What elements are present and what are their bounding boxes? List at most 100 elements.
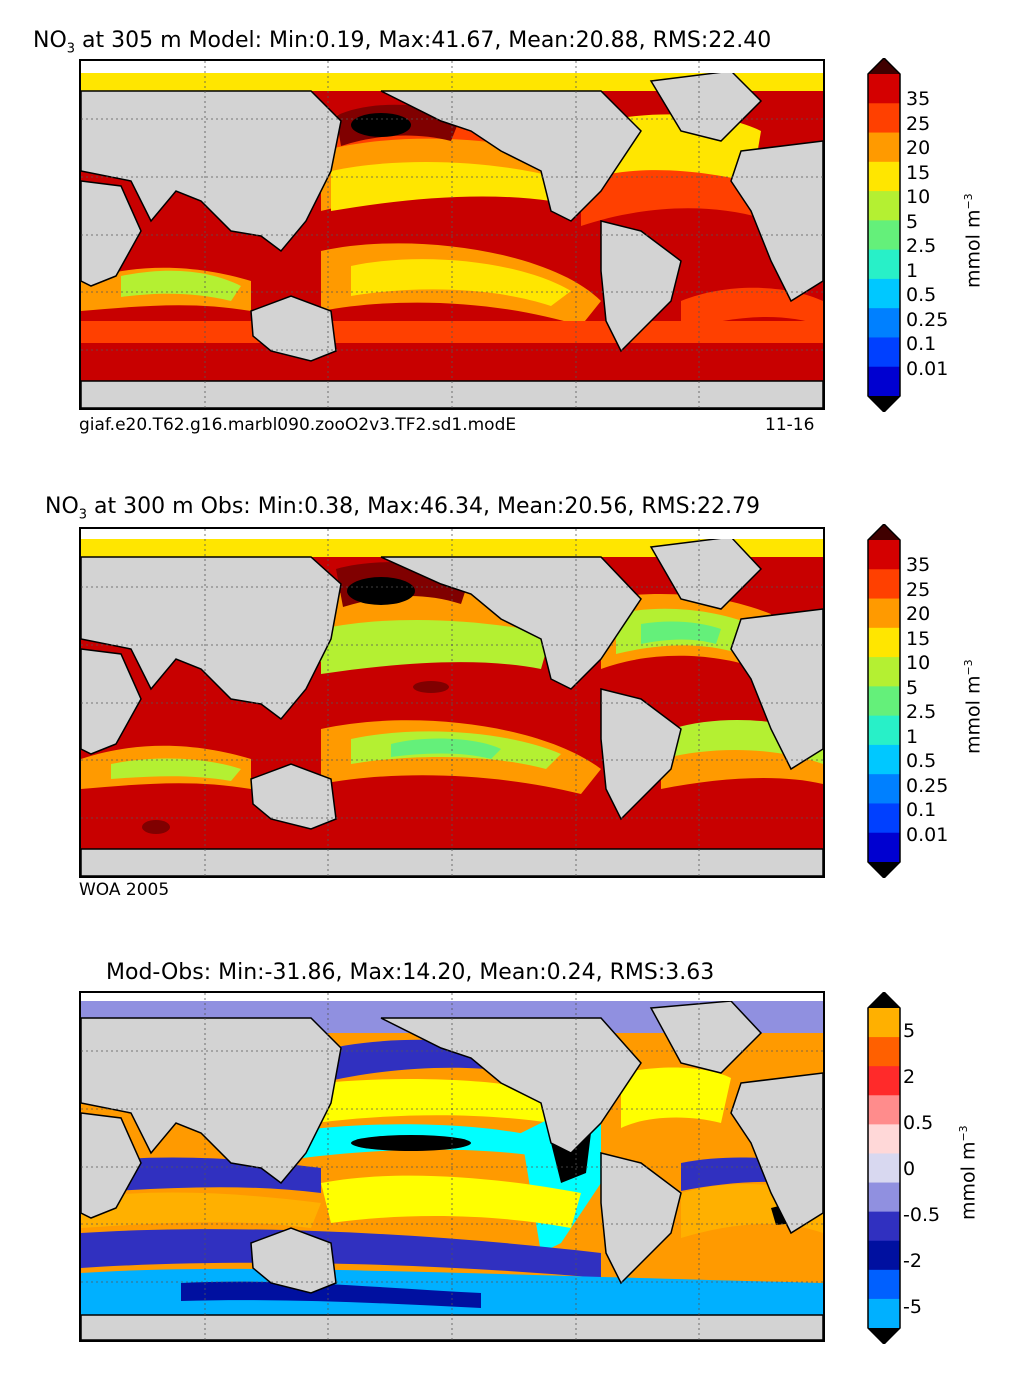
colorbar-extend-min [868,1328,900,1344]
colorbar-segment [868,103,900,134]
colorbar-segment [868,161,900,192]
colorbar-segment [868,744,900,775]
colorbar-segment [868,657,900,687]
model-no3-map [81,61,823,408]
colorbar-tick-label: 25 [906,112,931,135]
colorbar-frame [867,58,901,412]
colorbar-tick-label: 0.25 [906,308,949,331]
colorbar-segment [868,249,900,280]
colorbar-segment [868,715,900,746]
obs-no3-map [81,529,823,876]
colorbar-tick-label: 0.5 [906,750,937,772]
panel-3-map [79,991,825,1342]
colorbar-segment [868,1008,900,1038]
colorbar-tick-label: 0.25 [906,774,949,797]
colorbar-segment [868,803,900,834]
colorbar-tick-label: 20 [906,137,931,159]
colorbar-tick-label: 20 [906,603,931,625]
colorbar-segment [868,1240,900,1271]
colorbar-tick-label: 35 [906,88,931,110]
panel-2-colorbar [867,524,901,878]
colorbar-extend-max [868,524,900,540]
colorbar-segment [868,1095,900,1125]
colorbar-segment [868,278,900,309]
difference-map [81,993,823,1340]
title-text-rest: at 305 m Model: Min:0.19, Max:41.67, Mea… [75,28,772,53]
colorbar-tick-label: 0.1 [906,333,937,355]
colorbar-tick-label: 10 [906,186,931,208]
panel-3-colorbar [867,992,901,1344]
colorbar-frame [867,524,901,878]
colorbar-tick-label: 0.1 [906,799,937,821]
title-subscript: 3 [66,41,76,57]
units-exponent: −3 [962,659,975,676]
colorbar-tick-label: 0 [903,1158,916,1180]
colorbar-tick-label: 10 [906,652,931,674]
colorbar-tick-label: 5 [906,210,919,233]
panel-3-title: Mod-Obs: Min:-31.86, Max:14.20, Mean:0.2… [106,960,714,985]
title-text: NO [33,28,67,53]
colorbar-tick-label: 1 [906,259,919,282]
colorbar-segment [868,832,900,863]
colorbar-segment [868,132,900,163]
units-base: mmol m [957,1141,980,1220]
title-text: NO [45,494,79,519]
colorbar-segment [868,1037,900,1067]
colorbar-tick-label: 5 [903,1020,916,1042]
colorbar-tick-label: -2 [903,1250,922,1272]
colorbar-extend-min [868,862,900,878]
title-subscript: 3 [78,507,88,523]
colorbar-tick-label: 0.01 [906,823,949,846]
colorbar-segment [868,1066,900,1096]
colorbar-segment [868,686,900,717]
colorbar-extend-min [868,396,900,412]
units-exponent: −3 [962,193,975,210]
colorbar-segment [868,366,900,397]
colorbar-segment [868,74,900,104]
colorbar-tick-label: 35 [906,554,931,576]
units-exponent: −3 [957,1125,970,1142]
title-text-rest: at 300 m Obs: Min:0.38, Max:46.34, Mean:… [87,494,760,519]
colorbar-tick-label: 2 [903,1066,916,1088]
panel-1-case-name: giaf.e20.T62.g16.marbl090.zooO2v3.TF2.sd… [79,415,517,435]
units-base: mmol m [962,209,985,288]
colorbar-segment [868,191,900,221]
panel-1-date: 11-16 [765,415,815,435]
colorbar-tick-label: 15 [906,627,931,650]
colorbar-segment [868,1182,900,1213]
units-base: mmol m [962,675,985,754]
colorbar-segment [868,540,900,570]
title-text: Mod-Obs: Min:-31.86, Max:14.20, Mean:0.2… [106,960,715,985]
colorbar-tick-label: -5 [903,1296,922,1318]
colorbar-tick-label: 2.5 [906,235,937,257]
panel-3-units-label: mmol m−3 [957,1125,979,1220]
colorbar-tick-label: 5 [906,676,919,699]
panel-1-title: NO3 at 305 m Model: Min:0.19, Max:41.67,… [33,28,771,56]
colorbar-tick-label: 2.5 [906,701,937,723]
colorbar-segment [868,220,900,251]
colorbar-segment [868,1298,900,1329]
panel-1-colorbar [867,58,901,412]
colorbar-segment [868,1124,900,1154]
panel-2-map [79,527,825,878]
colorbar-segment [868,774,900,804]
colorbar-tick-label: 0.01 [906,357,949,380]
colorbar-extend-max [868,58,900,74]
panel-2-units-label: mmol m−3 [962,659,984,754]
colorbar-segment [868,569,900,600]
panel-1-units-label: mmol m−3 [962,193,984,288]
colorbar-segment [868,1269,900,1300]
panel-2-source: WOA 2005 [79,880,170,900]
panel-1-map [79,59,825,410]
colorbar-extend-max [868,992,900,1008]
colorbar-segment [868,598,900,629]
colorbar-segment [868,1211,900,1242]
colorbar-tick-label: 15 [906,161,931,184]
colorbar-segment [868,1153,900,1184]
colorbar-segment [868,308,900,338]
colorbar-tick-label: 25 [906,578,931,601]
colorbar-frame [867,992,901,1344]
colorbar-segment [868,627,900,658]
colorbar-tick-label: 1 [906,725,919,748]
colorbar-tick-label: 0.5 [903,1112,934,1134]
